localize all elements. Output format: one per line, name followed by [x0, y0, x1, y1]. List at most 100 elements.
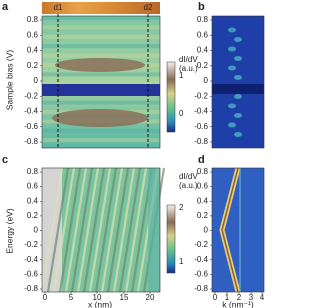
- heatmap: [212, 16, 264, 148]
- heatmap-spot: [234, 56, 242, 61]
- y-tick-label: 0.6: [27, 30, 39, 39]
- y-axis-label: Energy (eV): [4, 208, 14, 254]
- panel-label: d: [198, 154, 205, 166]
- heatmap-stripe: [42, 72, 160, 77]
- y-axis-label: Sample bias (V): [4, 50, 14, 111]
- y-tick-label: 0: [34, 226, 39, 235]
- colorbar-title: (a.u.): [179, 181, 198, 190]
- y-tick-label: 0.4: [27, 46, 39, 55]
- colorbar: [166, 204, 176, 274]
- y-tick-label: 0.8: [27, 167, 39, 176]
- y-tick-label: -0.4: [194, 107, 208, 116]
- heatmap-spot: [228, 65, 236, 71]
- y-tick-label: -0.2: [194, 240, 208, 249]
- x-tick-label: 0: [43, 293, 48, 302]
- heatmap-spot: [228, 27, 236, 33]
- figure: a 0.8 0.6 0.4 0.2 0 -0.2 -0.4 -0.6 -0.8 Sample bia…: [2, 1, 265, 308]
- y-tick-label: -0.4: [24, 255, 38, 264]
- heatmap-fringe: [88, 167, 112, 293]
- heatmap-edge: [148, 168, 160, 292]
- x-tick-label: 20: [146, 293, 155, 302]
- y-tick-label: 0: [204, 226, 209, 235]
- panel-label: a: [2, 1, 9, 13]
- x-tick-label: 2: [237, 293, 242, 302]
- heatmap-band: [212, 84, 264, 94]
- y-tick-label: -0.6: [24, 269, 38, 278]
- y-tick-label: 0: [34, 76, 39, 85]
- y-tick-label: -0.6: [194, 269, 208, 278]
- heatmap-spot: [234, 132, 242, 137]
- heatmap-fringe: [76, 167, 100, 293]
- y-tick-label: -0.2: [194, 91, 208, 100]
- colorbar-title: dI/dV: [179, 172, 198, 181]
- x-tick-label: 4: [260, 293, 265, 302]
- heatmap-fringe: [40, 167, 64, 293]
- heatmap-frame: [211, 167, 265, 293]
- x-tick-label: 3: [249, 293, 254, 302]
- y-tick-label: 0.2: [197, 61, 209, 70]
- y-tick-label: -0.4: [194, 255, 208, 264]
- heatmap-band: [42, 84, 160, 96]
- heatmap-fringe: [52, 167, 76, 293]
- y-tick-label: 0.6: [27, 182, 39, 191]
- y-tick-label: 0: [204, 76, 209, 85]
- marker-label: d1: [54, 3, 63, 12]
- heatmap-frame: [41, 15, 161, 149]
- heatmap-feature: [52, 109, 148, 127]
- heatmap-branch: [221, 167, 239, 293]
- colorbar-tick-label: 0: [179, 109, 184, 118]
- y-tick-label: 0.6: [197, 182, 209, 191]
- heatmap-fringe: [124, 167, 148, 293]
- x-tick-label: 10: [93, 293, 102, 302]
- heatmap-fringe: [112, 167, 136, 293]
- x-tick-label: 15: [120, 293, 129, 302]
- y-tick-label: -0.8: [24, 137, 38, 146]
- colorbar: [166, 61, 176, 133]
- heatmap-fringe: [70, 167, 94, 293]
- x-tick-label: 0: [213, 293, 218, 302]
- heatmap-spot: [228, 46, 236, 52]
- colorbar-tick-label: 2: [179, 203, 184, 212]
- x-axis-label: x (nm): [88, 299, 112, 308]
- y-tick-label: -0.2: [24, 91, 38, 100]
- y-tick-label: 0.8: [197, 167, 209, 176]
- heatmap-frame: [41, 167, 161, 293]
- heatmap-stripe: [42, 81, 160, 86]
- heatmap-stripe: [42, 16, 160, 20]
- y-tick-label: 0.2: [27, 61, 39, 70]
- heatmap-stripe: [42, 138, 160, 143]
- y-tick-label: 0.8: [197, 15, 209, 24]
- top-image-strip: [42, 2, 160, 14]
- y-tick-label: -0.6: [24, 122, 38, 131]
- heatmap-stripe: [42, 100, 160, 105]
- heatmap-stripe: [42, 34, 160, 39]
- y-tick-label: 0.4: [197, 196, 209, 205]
- heatmap-spot: [234, 94, 242, 99]
- heatmap-fringe: [64, 167, 88, 293]
- heatmap-stripe: [42, 25, 160, 30]
- y-tick-label: -0.8: [24, 284, 38, 293]
- colorbar-tick-label: 1: [179, 257, 184, 266]
- y-tick-label: 0.6: [197, 30, 209, 39]
- colorbar-tick-label: 1: [179, 71, 184, 80]
- y-tick-label: 0.2: [27, 211, 39, 220]
- heatmap-fringe: [46, 167, 70, 293]
- y-tick-label: -0.4: [24, 107, 38, 116]
- colorbar-title: dI/dV: [179, 55, 198, 64]
- heatmap-feature: [55, 58, 145, 72]
- y-tick-label: -0.2: [24, 240, 38, 249]
- heatmap-stripe: [42, 128, 160, 133]
- heatmap-stripe: [42, 53, 160, 58]
- panel-label: c: [2, 154, 8, 166]
- heatmap-fringe: [94, 167, 118, 293]
- marker-label: d2: [144, 3, 153, 12]
- y-tick-label: -0.6: [194, 122, 208, 131]
- heatmap-fringe: [118, 167, 142, 293]
- heatmap-stripe: [42, 44, 160, 49]
- y-tick-label: 0.2: [197, 211, 209, 220]
- heatmap-fringe: [106, 167, 130, 293]
- panel-label: b: [198, 1, 205, 13]
- heatmap-spot: [234, 37, 242, 42]
- heatmap-spot: [234, 75, 242, 80]
- x-axis-label: k (nm⁻¹): [222, 299, 254, 308]
